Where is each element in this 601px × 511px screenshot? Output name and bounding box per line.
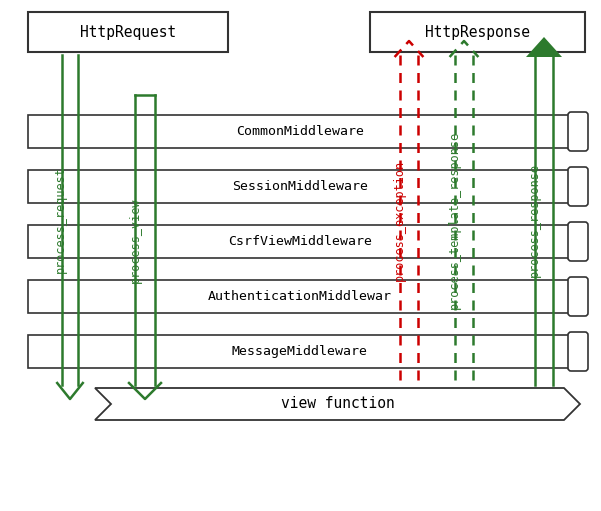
Text: process_exception: process_exception: [392, 159, 406, 281]
FancyBboxPatch shape: [568, 222, 588, 261]
FancyBboxPatch shape: [568, 112, 588, 151]
Bar: [28, 115, 585, 148]
Text: SessionMiddleware: SessionMiddleware: [232, 180, 368, 193]
FancyBboxPatch shape: [28, 12, 228, 52]
Bar: [28, 170, 585, 203]
Text: HttpResponse: HttpResponse: [425, 25, 530, 39]
FancyBboxPatch shape: [568, 332, 588, 371]
Text: HttpRequest: HttpRequest: [80, 25, 176, 39]
Text: process_response: process_response: [528, 163, 540, 277]
FancyBboxPatch shape: [568, 167, 588, 206]
Text: process_request: process_request: [53, 167, 67, 273]
Text: CommonMiddleware: CommonMiddleware: [236, 125, 364, 138]
Text: process_view: process_view: [129, 197, 141, 283]
Text: MessageMiddleware: MessageMiddleware: [232, 345, 368, 358]
Bar: [28, 225, 585, 258]
Text: view function: view function: [281, 397, 394, 411]
Bar: [28, 335, 585, 368]
Text: process_template_response: process_template_response: [448, 131, 460, 309]
Text: AuthenticationMiddlewar: AuthenticationMiddlewar: [208, 290, 392, 303]
Polygon shape: [526, 37, 562, 57]
Text: CsrfViewMiddleware: CsrfViewMiddleware: [228, 235, 372, 248]
FancyBboxPatch shape: [568, 277, 588, 316]
Bar: [28, 280, 585, 313]
Polygon shape: [95, 388, 580, 420]
FancyBboxPatch shape: [370, 12, 585, 52]
